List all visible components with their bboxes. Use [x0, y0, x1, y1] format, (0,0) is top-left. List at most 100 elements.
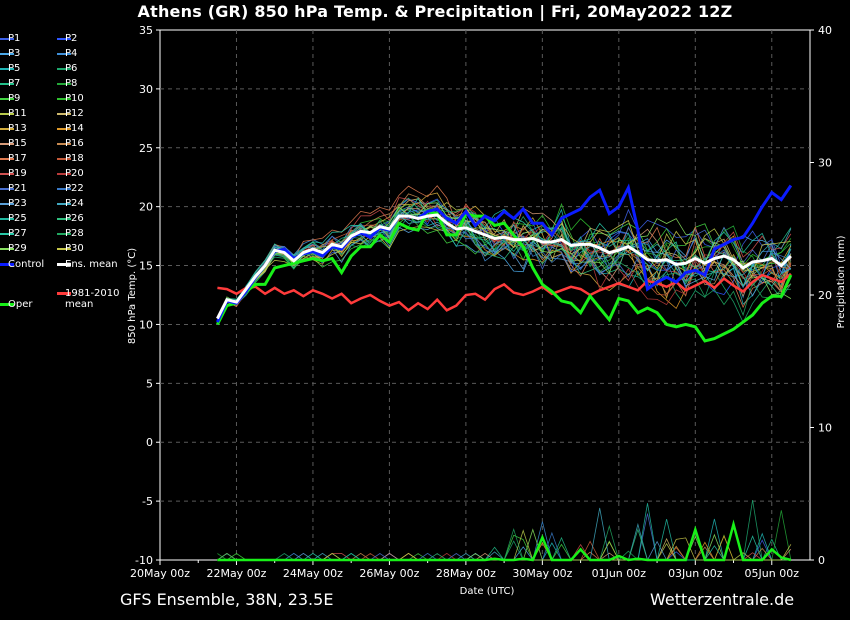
x-tick-label: 28May 00z [436, 567, 496, 580]
x-tick-label: 01Jun 00z [592, 567, 647, 580]
oper-line [216, 209, 793, 343]
member-line-p12 [217, 198, 792, 318]
y-axis-right: 40 30 20 10 0 [810, 24, 832, 567]
ens-mean-line [216, 213, 792, 320]
legend-swatch [57, 68, 71, 70]
legend-label: P22 [65, 183, 84, 194]
member-line-p27 [217, 197, 792, 319]
legend-swatch [0, 68, 14, 70]
legend-swatch [0, 233, 14, 235]
legend-label: P4 [65, 48, 78, 59]
legend-label: P16 [65, 138, 84, 149]
legend-label: P23 [8, 198, 27, 209]
legend-swatch [0, 83, 14, 85]
legend-label: P30 [65, 243, 84, 254]
y-axis-left: 35 30 25 20 15 10 5 0 -5 -10 [135, 24, 160, 567]
y-tick-label-right: 30 [818, 157, 832, 170]
legend-swatch [57, 218, 71, 220]
x-tick-label: 03Jun 00z [668, 567, 723, 580]
y-tick-label-left: -5 [142, 495, 153, 508]
y-tick-label-right: 10 [818, 422, 832, 435]
legend-swatch [0, 203, 14, 205]
legend-swatch [57, 98, 71, 100]
legend-label: P1 [8, 33, 21, 44]
x-tick-label: 24May 00z [283, 567, 343, 580]
legend-label: P24 [65, 198, 84, 209]
legend-label: P27 [8, 228, 27, 239]
member-line-p28 [217, 207, 791, 319]
legend-label: P19 [8, 168, 27, 179]
legend-label: P26 [65, 213, 84, 224]
legend-label: Control [8, 259, 45, 270]
legend-swatch [0, 98, 14, 100]
member-line-p17 [217, 185, 792, 321]
x-axis: 20May 00z 22May 00z 24May 00z 26May 00z 28Ma… [130, 560, 799, 580]
y-tick-label-left: 15 [139, 260, 153, 273]
legend-swatch [0, 53, 14, 55]
legend-label: P25 [8, 213, 27, 224]
member-line-p26 [217, 213, 792, 319]
legend-swatch [0, 263, 14, 266]
legend-label: P5 [8, 63, 21, 74]
legend-swatch [57, 188, 71, 190]
legend-label: P15 [8, 138, 27, 149]
legend-label: P12 [65, 108, 84, 119]
legend-label: P29 [8, 243, 27, 254]
legend-swatch [0, 303, 14, 306]
legend-swatch [0, 38, 14, 40]
legend-label: Ens. mean [65, 259, 118, 270]
y-tick-label-left: -10 [135, 554, 153, 567]
y-tick-label-right: 20 [818, 289, 832, 302]
footer-model-label: GFS Ensemble, 38N, 23.5E [120, 590, 334, 609]
legend-label: P11 [8, 108, 27, 119]
legend-swatch [57, 113, 71, 115]
legend-label: P17 [8, 153, 27, 164]
legend-label: P3 [8, 48, 21, 59]
y-tick-label-left: 30 [139, 83, 153, 96]
legend-label: P8 [65, 78, 78, 89]
legend-swatch [57, 83, 71, 85]
legend-swatch [0, 218, 14, 220]
x-tick-label: 22May 00z [206, 567, 266, 580]
footer-source-label: Wetterzentrale.de [650, 590, 795, 609]
legend-label: P2 [65, 33, 78, 44]
legend-swatch [57, 203, 71, 205]
legend-label: P20 [65, 168, 84, 179]
legend-swatch [57, 173, 71, 175]
legend-swatch [57, 292, 71, 295]
plot-area [159, 29, 811, 561]
x-tick-label: 20May 00z [130, 567, 190, 580]
legend-swatch [57, 128, 71, 130]
y-axis-right-label: Precipitation (mm) [836, 235, 847, 328]
legend-swatch [0, 248, 14, 250]
y-tick-label-left: 35 [139, 24, 153, 37]
chart-title: Athens (GR) 850 hPa Temp. & Precipitatio… [137, 2, 733, 21]
y-axis-left-label: 850 hPa Temp. (°C) [127, 248, 138, 344]
member-line-p24 [217, 202, 792, 319]
y-tick-label-right: 40 [818, 24, 832, 37]
x-tick-label: 26May 00z [359, 567, 419, 580]
y-tick-label-left: 5 [146, 377, 153, 390]
legend-swatch [0, 113, 14, 115]
legend-swatch [57, 143, 71, 145]
legend-label: P7 [8, 78, 21, 89]
y-tick-label-right: 0 [818, 554, 825, 567]
legend-label: 1981-2010 mean [65, 288, 120, 310]
x-axis-label: Date (UTC) [460, 586, 515, 597]
legend-label: P6 [65, 63, 78, 74]
legend-label: P28 [65, 228, 84, 239]
legend-swatch [0, 158, 14, 160]
x-tick-label: 05Jun 00z [745, 567, 800, 580]
legend-swatch [57, 38, 71, 40]
control-line [216, 183, 793, 323]
legend-label: P21 [8, 183, 27, 194]
legend-label: P13 [8, 123, 27, 134]
legend-swatch [0, 128, 14, 130]
legend-swatch [57, 263, 71, 266]
y-tick-label-left: 25 [139, 142, 153, 155]
highlight-lines [216, 183, 793, 562]
legend-swatch [57, 53, 71, 55]
legend-swatch [57, 158, 71, 160]
y-tick-label-left: 10 [139, 318, 153, 331]
